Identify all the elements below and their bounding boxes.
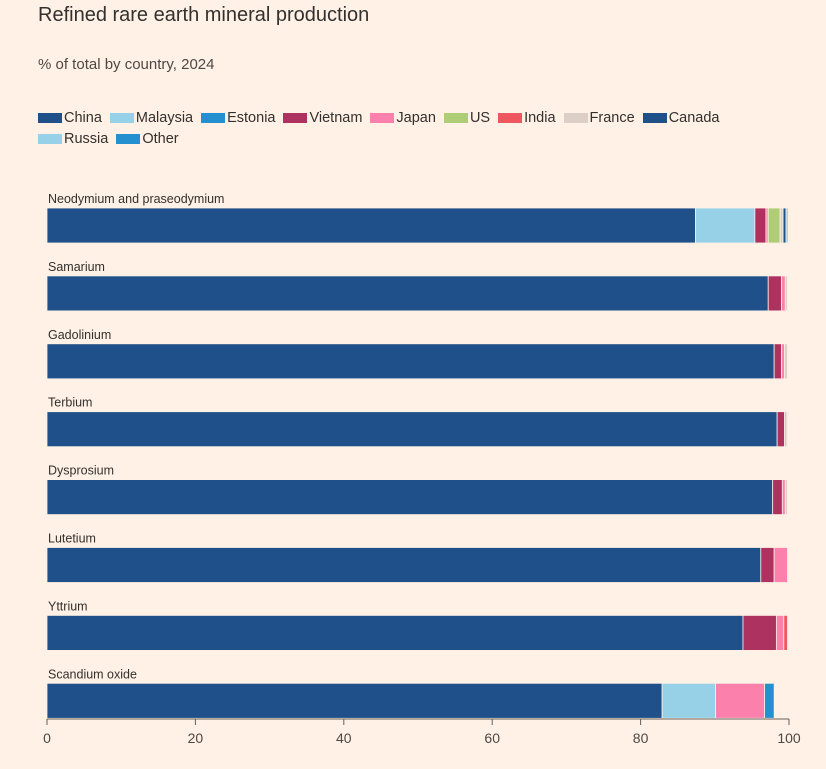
legend-item-japan: Japan [370,109,436,127]
bar-segment-russia [785,207,789,244]
bar-segment-vietnam [742,615,777,651]
chart-subtitle: % of total by country, 2024 [38,56,215,73]
bar-segment-france [784,479,788,516]
legend-label: Other [142,131,179,147]
bar-segment-china [46,682,663,719]
legend-item-vietnam: Vietnam [283,109,362,127]
bar-segment-vietnam [772,479,783,516]
legend-item-france: France [563,109,635,127]
legend-item-us: US [443,109,491,127]
legend-label: France [589,110,635,126]
legend-item-china: China [38,109,102,127]
legend: China Malaysia Estonia Vietnam Japan US India F… [38,109,778,148]
legend-label: India [524,110,556,126]
legend-label: Vietnam [309,110,363,126]
legend-swatch [498,113,523,123]
legend-label: Russia [64,131,109,147]
legend-swatch [109,113,134,123]
legend-item-india: India [498,109,556,127]
bar-segment-china [46,207,696,244]
x-tick-label: 20 [188,730,204,746]
legend-label: Japan [396,110,436,126]
category-label: Yttrium [48,599,88,613]
legend-item-other: Other [116,130,179,148]
bar-segment-china [46,547,762,583]
bar-segment-japan [781,479,786,516]
bar-segment-india [783,615,788,651]
legend-label: Estonia [227,110,276,126]
bar-segment-japan [773,547,788,583]
legend-swatch [38,134,62,144]
legend-item-estonia: Estonia [201,109,275,127]
bar-segment-other [764,682,775,719]
bar-segment-japan [715,682,765,719]
category-label: Dysprosium [48,464,114,478]
category-label: Samarium [48,260,105,274]
bar-segment-france [784,343,788,380]
bar-segment-us [767,207,781,244]
bar-segment-france [784,275,788,312]
chart-title: Refined rare earth mineral production [38,4,370,26]
bar-segment-china [46,479,774,516]
category-label: Lutetium [48,532,96,546]
legend-swatch [283,113,308,123]
bar-segment-china [46,275,769,312]
legend-label: China [64,110,102,126]
legend-item-malaysia: Malaysia [109,109,194,127]
bar-segment-japan [781,275,786,312]
legend-swatch [201,113,226,123]
legend-item-canada: Canada [642,109,720,127]
x-tick-label: 100 [777,730,801,746]
x-tick-label: 80 [633,730,649,746]
bar-segment-vietnam [760,547,775,583]
legend-label: Canada [668,110,720,126]
legend-swatch [642,113,667,123]
bar-segment-vietnam [767,275,782,312]
bar-segment-china [46,411,778,448]
legend-label: Malaysia [135,110,194,126]
bar-segment-vietnam [776,411,785,448]
bar-segment-china [46,615,744,651]
x-tick-label: 40 [336,730,352,746]
category-label: Terbium [48,396,92,410]
legend-swatch [370,113,395,123]
legend-swatch [443,113,468,123]
legend-swatch [563,113,588,123]
bar-segment-japan [781,343,785,380]
bar-segment-malaysia [695,207,756,244]
bar-segment-china [46,343,775,380]
bar-segment-japan [775,615,785,651]
category-label: Scandium oxide [48,667,137,681]
legend-swatch [116,134,141,144]
legend-label: US [469,110,491,126]
legend-swatch [38,113,62,123]
category-label: Gadolinium [48,328,111,342]
bar-segment-vietnam [773,343,782,380]
bar-segment-vietnam [754,207,767,244]
x-tick-label: 60 [484,730,500,746]
bar-segment-canada [782,207,787,244]
category-label: Neodymium and praseodymium [48,192,224,206]
bar-segment-malaysia [661,682,716,719]
bar-segment-france [779,207,784,244]
x-tick-label: 0 [43,730,51,746]
legend-item-russia: Russia [38,130,108,148]
bar-segment-france [785,411,788,448]
